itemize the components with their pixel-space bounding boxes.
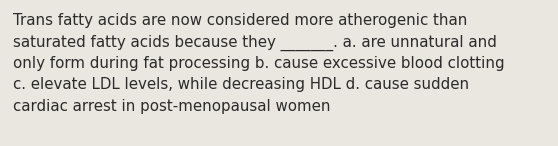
Text: c. elevate LDL levels, while decreasing HDL d. cause sudden: c. elevate LDL levels, while decreasing … — [13, 78, 469, 93]
Text: saturated fatty acids because they _______. a. are unnatural and: saturated fatty acids because they _____… — [13, 34, 497, 51]
Text: only form during fat processing b. cause excessive blood clotting: only form during fat processing b. cause… — [13, 56, 504, 71]
Text: Trans fatty acids are now considered more atherogenic than: Trans fatty acids are now considered mor… — [13, 13, 468, 28]
Text: cardiac arrest in post-menopausal women: cardiac arrest in post-menopausal women — [13, 99, 330, 114]
